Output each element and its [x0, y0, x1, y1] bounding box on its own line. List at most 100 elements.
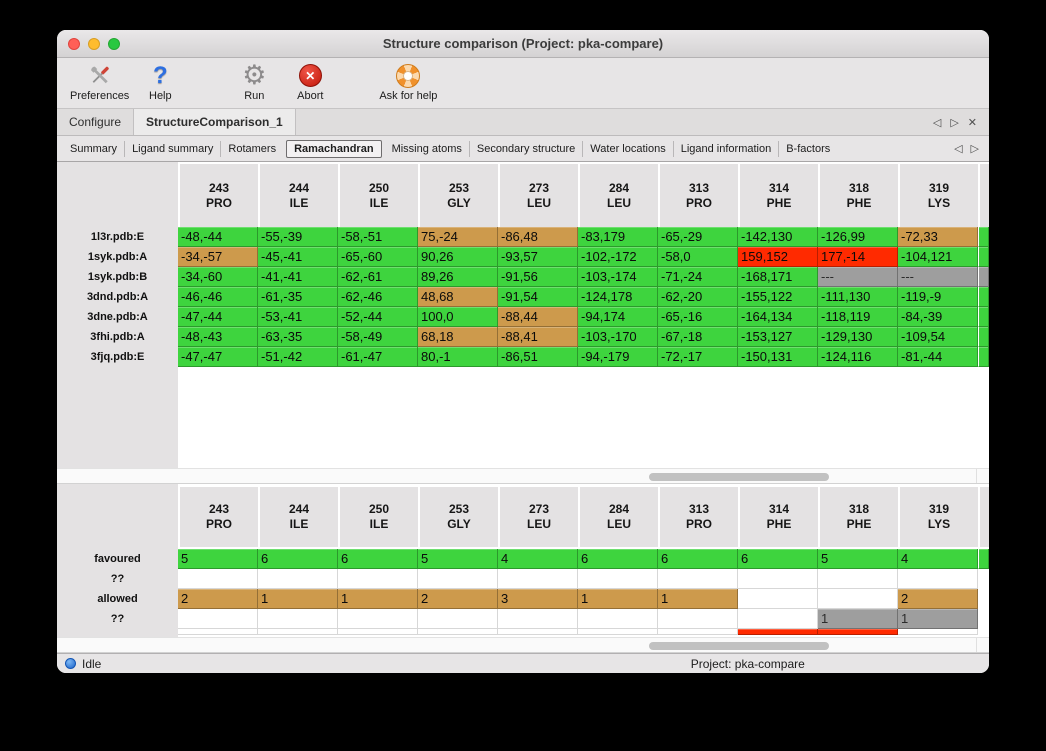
table-cell[interactable]: 5 [418, 549, 498, 569]
table-cell[interactable]: -58,-49 [338, 327, 418, 347]
table-cell[interactable]: 6 [338, 549, 418, 569]
table-cell[interactable]: 1 [898, 609, 978, 629]
subtab-rotamers[interactable]: Rotamers [220, 140, 283, 157]
subtab-scroll-left-icon[interactable]: ◁ [954, 143, 963, 155]
table-cell[interactable]: -150,131 [738, 347, 818, 367]
table-cell[interactable]: -168,171 [738, 267, 818, 287]
subtab-ligand-information[interactable]: Ligand information [672, 140, 779, 157]
scrollbar-thumb[interactable] [648, 473, 829, 481]
table-cell[interactable]: -83,179 [578, 227, 658, 247]
table-cell[interactable]: 3 [498, 589, 578, 609]
table-cell[interactable]: 89,26 [418, 267, 498, 287]
run-button[interactable]: ⚙ Run [229, 61, 279, 103]
table-cell[interactable]: -55,-39 [258, 227, 338, 247]
table-cell[interactable]: 4 [898, 549, 978, 569]
table-cell[interactable]: -86,48 [498, 227, 578, 247]
table-cell[interactable]: -45,-41 [258, 247, 338, 267]
table-cell[interactable]: -61,-47 [338, 347, 418, 367]
table-cell[interactable]: -155,122 [738, 287, 818, 307]
subtab-summary[interactable]: Summary [70, 142, 118, 155]
subtab-secondary-structure[interactable]: Secondary structure [468, 140, 582, 157]
table-cell[interactable]: -34,-60 [178, 267, 258, 287]
preferences-button[interactable]: Preferences [70, 61, 129, 102]
table-cell[interactable]: 100,0 [418, 307, 498, 327]
table-cell[interactable]: -86,51 [498, 347, 578, 367]
table-cell[interactable]: 159,152 [738, 247, 818, 267]
table-cell[interactable]: --- [818, 267, 898, 287]
table-cell[interactable]: 1 [578, 589, 658, 609]
table-cell[interactable]: -58,0 [658, 247, 738, 267]
table-cell[interactable]: -153,127 [738, 327, 818, 347]
table-cell[interactable]: -102,-172 [578, 247, 658, 267]
table-cell[interactable]: 2 [898, 589, 978, 609]
tab-structurecomparison-1[interactable]: StructureComparison_1 [134, 109, 296, 135]
table-cell[interactable]: -65,-16 [658, 307, 738, 327]
table-cell[interactable]: 48,68 [418, 287, 498, 307]
table-cell[interactable]: 5 [818, 549, 898, 569]
abort-button[interactable]: ✕ Abort [285, 61, 335, 102]
table-cell[interactable]: -53,-41 [258, 307, 338, 327]
table-cell[interactable]: -67,-18 [658, 327, 738, 347]
table-cell[interactable]: -71,-24 [658, 267, 738, 287]
horizontal-scrollbar-bottom[interactable] [57, 637, 989, 653]
table-cell[interactable]: -119,-9 [898, 287, 978, 307]
close-window-button[interactable] [68, 37, 80, 50]
table-cell[interactable]: -84,-39 [898, 307, 978, 327]
table-cell[interactable]: -93,57 [498, 247, 578, 267]
zoom-window-button[interactable] [108, 37, 120, 50]
table-cell[interactable]: -72,-17 [658, 347, 738, 367]
table-cell[interactable]: -104,121 [898, 247, 978, 267]
table-cell[interactable]: -91,56 [498, 267, 578, 287]
table-cell[interactable]: -88,41 [498, 327, 578, 347]
table-cell[interactable]: --- [898, 267, 978, 287]
table-cell[interactable]: 1 [818, 609, 898, 629]
subtab-missing-atoms[interactable]: Missing atoms [391, 142, 462, 155]
horizontal-scrollbar-top[interactable] [57, 468, 989, 484]
table-cell[interactable]: -164,134 [738, 307, 818, 327]
table-cell[interactable]: 90,26 [418, 247, 498, 267]
table-cell[interactable]: -111,130 [818, 287, 898, 307]
table-cell[interactable]: -52,-44 [338, 307, 418, 327]
table-cell[interactable]: -47,-47 [178, 347, 258, 367]
table-cell[interactable]: -62,-46 [338, 287, 418, 307]
table-cell[interactable]: -118,119 [818, 307, 898, 327]
table-cell[interactable]: -94,-179 [578, 347, 658, 367]
table-cell[interactable]: 1 [658, 589, 738, 609]
table-cell[interactable]: -62,-20 [658, 287, 738, 307]
scrollbar-thumb[interactable] [648, 642, 829, 650]
help-button[interactable]: ? Help [135, 61, 185, 102]
table-cell[interactable]: 4 [498, 549, 578, 569]
table-cell[interactable]: -34,-57 [178, 247, 258, 267]
table-cell[interactable]: -91,54 [498, 287, 578, 307]
table-cell[interactable]: -51,-42 [258, 347, 338, 367]
table-cell[interactable]: -65,-29 [658, 227, 738, 247]
table-cell[interactable]: -103,-174 [578, 267, 658, 287]
table-cell[interactable]: -124,178 [578, 287, 658, 307]
table-cell[interactable]: -48,-43 [178, 327, 258, 347]
table-cell[interactable]: 6 [658, 549, 738, 569]
subtab-b-factors[interactable]: B-factors [778, 140, 837, 157]
table-cell[interactable]: -47,-44 [178, 307, 258, 327]
table-cell[interactable]: -62,-61 [338, 267, 418, 287]
subtab-water-locations[interactable]: Water locations [582, 140, 672, 157]
subtab-scroll-right-icon[interactable]: ▷ [970, 143, 979, 155]
table-cell[interactable]: 68,18 [418, 327, 498, 347]
subtab-ligand-summary[interactable]: Ligand summary [124, 140, 220, 157]
table-cell[interactable]: 5 [178, 549, 258, 569]
table-cell[interactable]: -41,-41 [258, 267, 338, 287]
table-cell[interactable]: -61,-35 [258, 287, 338, 307]
table-cell[interactable]: -46,-46 [178, 287, 258, 307]
table-cell[interactable]: -48,-44 [178, 227, 258, 247]
subtab-ramachandran[interactable]: Ramachandran [286, 139, 382, 158]
table-cell[interactable]: -142,130 [738, 227, 818, 247]
table-cell[interactable]: 6 [258, 549, 338, 569]
ask-for-help-button[interactable]: Ask for help [379, 61, 437, 102]
table-cell[interactable]: -103,-170 [578, 327, 658, 347]
minimize-window-button[interactable] [88, 37, 100, 50]
table-cell[interactable]: -88,44 [498, 307, 578, 327]
table-cell[interactable]: -94,174 [578, 307, 658, 327]
table-cell[interactable]: 80,-1 [418, 347, 498, 367]
table-cell[interactable]: 2 [418, 589, 498, 609]
table-cell[interactable]: 1 [338, 589, 418, 609]
table-cell[interactable]: -72,33 [898, 227, 978, 247]
